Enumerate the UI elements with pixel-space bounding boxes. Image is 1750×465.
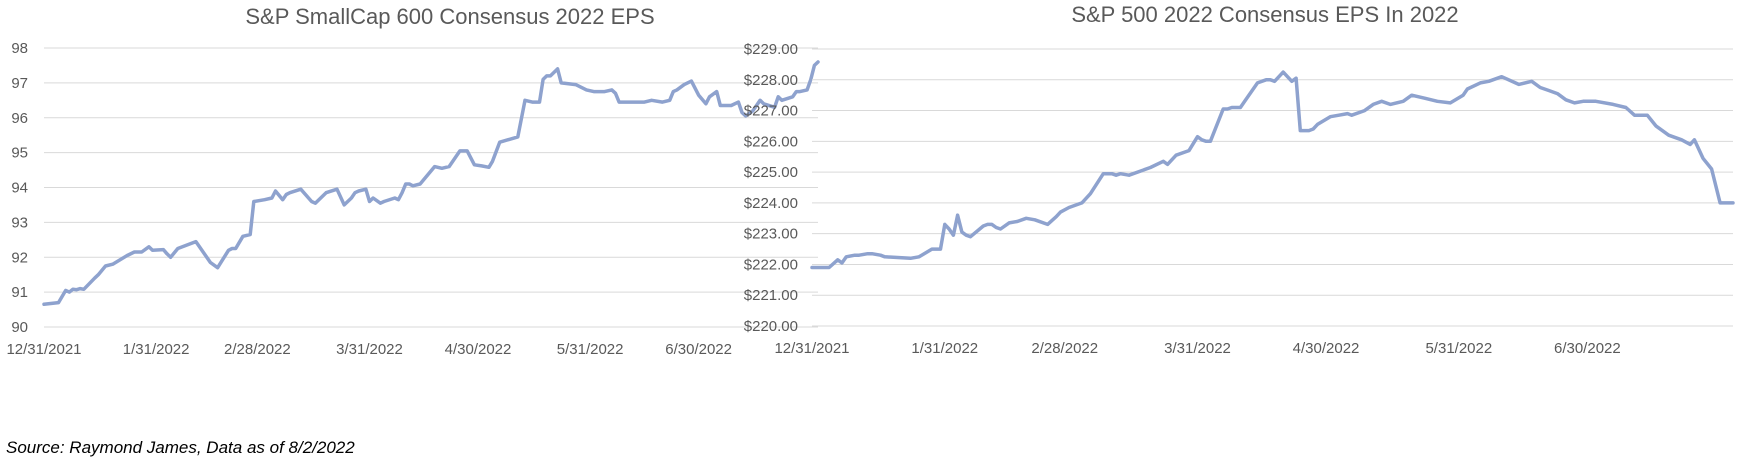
y-tick-label: 95	[11, 145, 28, 162]
source-note: Source: Raymond James, Data as of 8/2/20…	[6, 438, 355, 457]
x-tick-label: 12/31/2021	[6, 341, 81, 358]
y-tick-label: 93	[11, 214, 28, 231]
chart-2: S&P 500 2022 Consensus EPS In 2022 $220.0…	[744, 2, 1735, 357]
x-tick-label: 5/31/2022	[1425, 340, 1492, 357]
x-tick-label: 2/28/2022	[1031, 340, 1098, 357]
y-tick-label: $228.00	[744, 72, 798, 89]
series-line	[42, 60, 820, 307]
x-tick-label: 5/31/2022	[557, 341, 624, 358]
y-tick-label: 90	[11, 319, 28, 336]
series-line	[810, 70, 1735, 270]
y-tick-label: $222.00	[744, 256, 798, 273]
chart-title: S&P SmallCap 600 Consensus 2022 EPS	[245, 4, 654, 29]
chart-1: S&P SmallCap 600 Consensus 2022 EPS 90 91 9…	[6, 4, 820, 358]
x-tick-label: 12/31/2021	[774, 340, 849, 357]
x-tick-label: 3/31/2022	[1164, 340, 1231, 357]
x-tick-label: 1/31/2022	[123, 341, 190, 358]
charts-canvas: S&P SmallCap 600 Consensus 2022 EPS 90 91 9…	[6, 2, 1735, 358]
x-tick-label: 2/28/2022	[224, 341, 291, 358]
y-tick-label: 91	[11, 284, 28, 301]
y-tick-label: 97	[11, 75, 28, 92]
y-tick-label: $225.00	[744, 164, 798, 181]
chart-title: S&P 500 2022 Consensus EPS In 2022	[1071, 2, 1458, 27]
y-tick-label: $226.00	[744, 133, 798, 150]
y-tick-label: 92	[11, 249, 28, 266]
y-tick-label: $223.00	[744, 226, 798, 243]
x-tick-label: 1/31/2022	[911, 340, 978, 357]
y-tick-label: $227.00	[744, 103, 798, 120]
x-tick-label: 4/30/2022	[1293, 340, 1360, 357]
x-tick-label: 6/30/2022	[1554, 340, 1621, 357]
y-tick-label: $224.00	[744, 195, 798, 212]
y-tick-label: $229.00	[744, 41, 798, 58]
y-tick-label: 98	[11, 40, 28, 57]
x-tick-label: 4/30/2022	[445, 341, 512, 358]
x-tick-label: 3/31/2022	[336, 341, 403, 358]
y-tick-label: $220.00	[744, 318, 798, 335]
y-tick-label: $221.00	[744, 287, 798, 304]
x-tick-label: 6/30/2022	[665, 341, 732, 358]
y-tick-label: 94	[11, 180, 28, 197]
y-tick-label: 96	[11, 110, 28, 127]
